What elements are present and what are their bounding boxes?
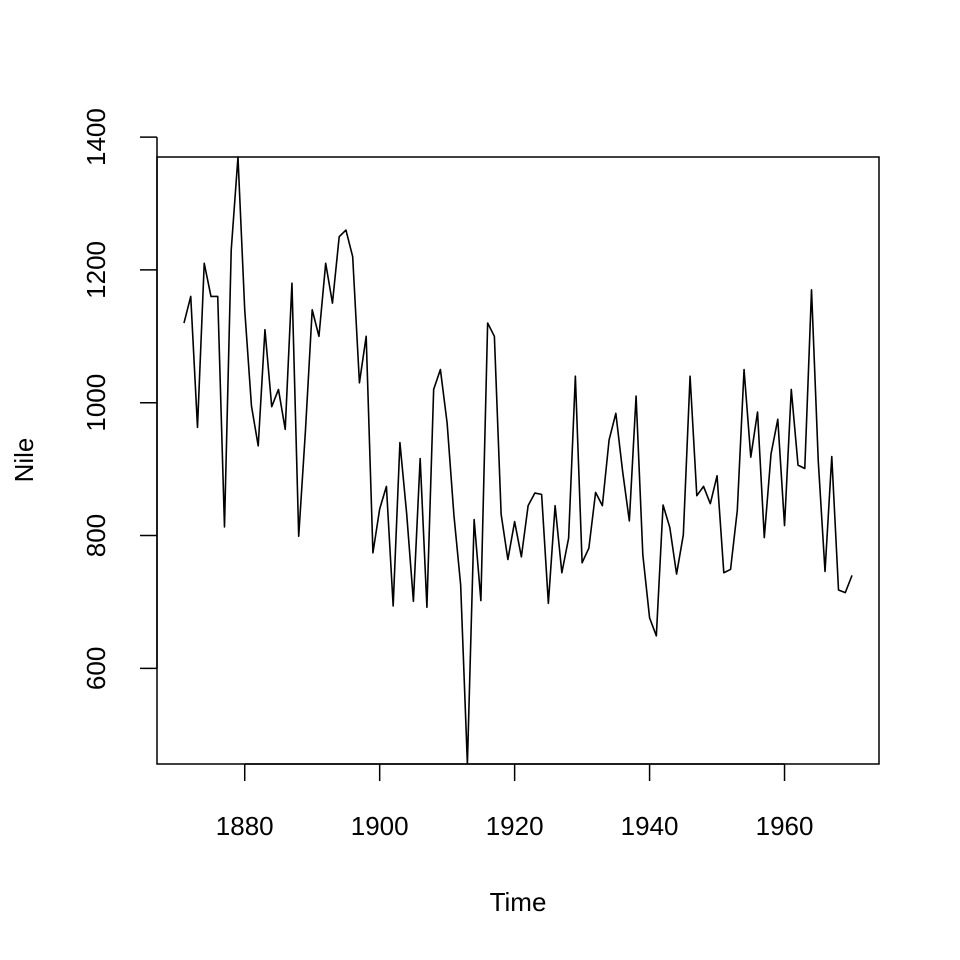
x-tick-label: 1940 [621, 811, 679, 841]
y-tick-label: 800 [81, 514, 111, 557]
x-tick-label: 1880 [216, 811, 274, 841]
y-axis: 600 800 1000 1200 1400 [81, 108, 158, 690]
y-tick-label: 1400 [81, 108, 111, 166]
x-axis-title: Time [490, 887, 547, 917]
x-axis: 1880 1900 1920 1940 1960 [216, 763, 814, 841]
y-tick-label: 600 [81, 647, 111, 690]
y-axis-title: Nile [9, 438, 39, 483]
x-tick-label: 1900 [351, 811, 409, 841]
x-tick-label: 1960 [756, 811, 814, 841]
y-tick-label: 1200 [81, 241, 111, 299]
series-line [183, 156, 853, 765]
y-tick-label: 1000 [81, 374, 111, 432]
x-tick-label: 1920 [486, 811, 544, 841]
series-layer [183, 156, 853, 765]
